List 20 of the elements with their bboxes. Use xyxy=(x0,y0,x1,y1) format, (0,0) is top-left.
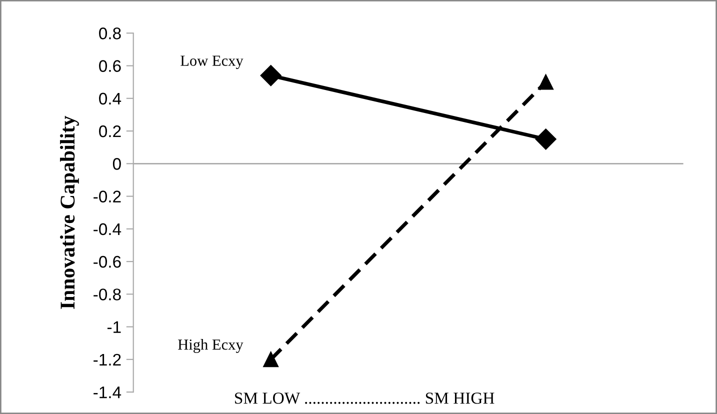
y-axis-title: Innovative Capability xyxy=(60,116,79,309)
y-tick-label: -1.4 xyxy=(94,386,122,398)
series-label: Low Ecxy xyxy=(180,56,244,70)
point xyxy=(535,128,556,150)
point xyxy=(263,352,278,368)
y-tick-label: -0.4 xyxy=(94,223,122,236)
point xyxy=(538,74,554,90)
y-tick-label: -1.2 xyxy=(94,354,121,366)
series-label: High Ecxy xyxy=(178,339,244,353)
y-tick-label: -0.8 xyxy=(94,288,121,300)
y-tick-label: -0.2 xyxy=(94,190,121,202)
y-tick-label: 0.2 xyxy=(99,125,121,138)
y-tick-label: 0.4 xyxy=(99,92,122,105)
y-tick-label: 0.8 xyxy=(99,28,121,40)
x-axis-title: SM LOW ............................ SM HIGH xyxy=(235,392,494,404)
y-tick-label: 0.6 xyxy=(99,60,121,72)
point xyxy=(260,65,282,86)
y-tick-label: -1 xyxy=(107,321,121,333)
y-tick-label: -0.6 xyxy=(94,256,121,268)
y-tick-label: 0 xyxy=(112,158,121,170)
